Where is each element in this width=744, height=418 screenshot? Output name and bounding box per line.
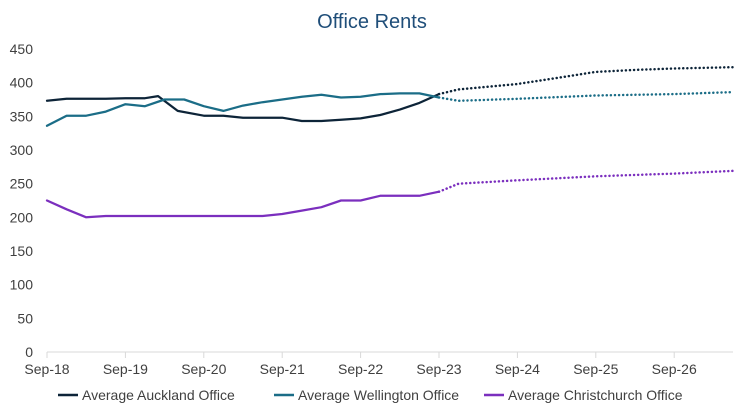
y-tick-label: 450: [10, 41, 34, 57]
x-tick-label: Sep-25: [573, 361, 618, 377]
legend-label: Average Christchurch Office: [508, 387, 683, 403]
y-tick-label: 200: [10, 209, 34, 225]
x-tick-label: Sep-26: [652, 361, 697, 377]
x-tick-label: Sep-20: [181, 361, 226, 377]
x-tick-label: Sep-22: [338, 361, 383, 377]
legend: Average Auckland Office Average Wellingto…: [58, 387, 683, 403]
y-tick-label: 150: [10, 243, 34, 259]
x-tick-label: Sep-18: [24, 361, 69, 377]
series-forecast-average-wellington-office: [437, 90, 735, 103]
y-axis: 0 50 100 150 200 250 300 350 400 450: [10, 41, 34, 360]
chart-title: Office Rents: [317, 11, 427, 33]
y-tick-label: 0: [25, 344, 33, 360]
x-tick-label: Sep-21: [260, 361, 305, 377]
series-line-average-wellington-office: [45, 92, 441, 127]
series-line-average-auckland-office: [45, 92, 441, 123]
series-forecast-average-christchurch-office: [437, 169, 735, 193]
y-tick-label: 300: [10, 142, 34, 158]
y-tick-label: 250: [10, 176, 34, 192]
y-tick-label: 350: [10, 108, 34, 124]
legend-label: Average Wellington Office: [298, 387, 459, 403]
series-forecast-average-auckland-office: [437, 65, 735, 96]
y-tick-label: 100: [10, 277, 34, 293]
legend-label: Average Auckland Office: [82, 387, 235, 403]
x-tick-label: Sep-23: [416, 361, 461, 377]
y-tick-label: 50: [17, 310, 33, 326]
series-layer: [45, 65, 735, 219]
legend-entry: Average Wellington Office: [274, 387, 459, 403]
y-tick-label: 400: [10, 75, 34, 91]
x-tick-label: Sep-19: [103, 361, 148, 377]
x-axis: Sep-18 Sep-19 Sep-20 Sep-21 Sep-22 Sep-23 Sep-…: [24, 351, 733, 377]
legend-entry: Average Auckland Office: [58, 387, 235, 403]
x-tick-label: Sep-24: [495, 361, 540, 377]
series-line-average-christchurch-office: [45, 190, 441, 219]
legend-entry: Average Christchurch Office: [484, 387, 683, 403]
